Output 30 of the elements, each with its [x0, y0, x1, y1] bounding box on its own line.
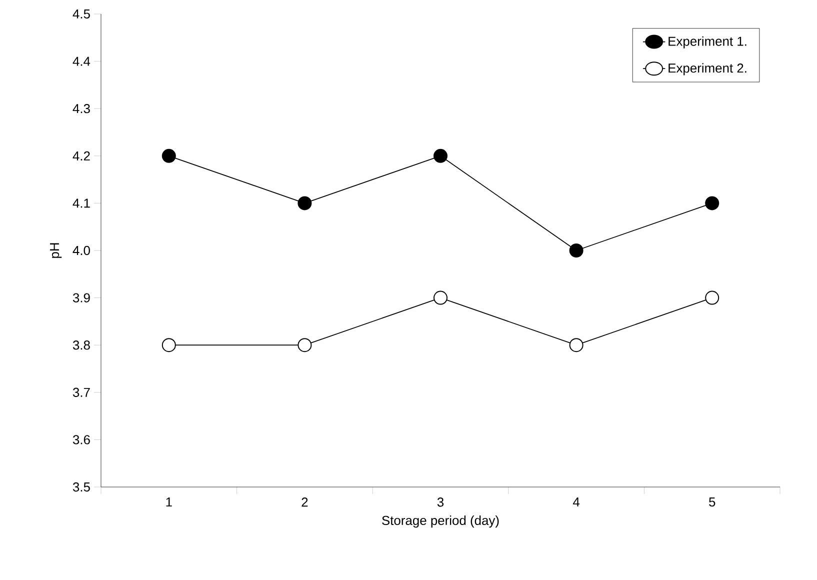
point — [705, 290, 720, 305]
y-tick-label: 4.1 — [72, 198, 90, 208]
point — [162, 148, 176, 163]
x-tick-label: 4 — [573, 498, 580, 506]
y-tick-label: 3.8 — [72, 340, 90, 350]
point — [569, 243, 584, 258]
y-tick-label: 4.0 — [72, 246, 90, 256]
y-tick-label: 4.4 — [72, 56, 90, 66]
point — [298, 196, 312, 210]
point — [434, 290, 448, 305]
y-tick-label: 3.6 — [72, 435, 90, 444]
legend-label: Experiment 2. — [668, 63, 746, 76]
point — [705, 196, 720, 210]
y-tick-label: 4.3 — [72, 104, 90, 114]
x-axis-title: Storage period (day) — [382, 516, 499, 528]
x-tick-label: 5 — [709, 498, 716, 507]
point — [162, 338, 176, 352]
y-tick-label: 4.5 — [72, 9, 90, 19]
x-tick-label: 1 — [166, 498, 172, 506]
y-tick-label: 3.9 — [72, 293, 90, 302]
point — [434, 148, 448, 163]
y-axis-title: pH — [50, 243, 62, 258]
x-tick-label: 2 — [302, 498, 308, 507]
x-tick-label: 3 — [437, 498, 444, 507]
point — [298, 338, 312, 352]
y-tick-label: 4.2 — [72, 151, 90, 160]
point — [569, 338, 584, 352]
legend-label: Experiment 1. — [668, 36, 746, 48]
y-tick-label: 3.5 — [72, 482, 90, 492]
y-tick-label: 3.7 — [72, 388, 90, 397]
